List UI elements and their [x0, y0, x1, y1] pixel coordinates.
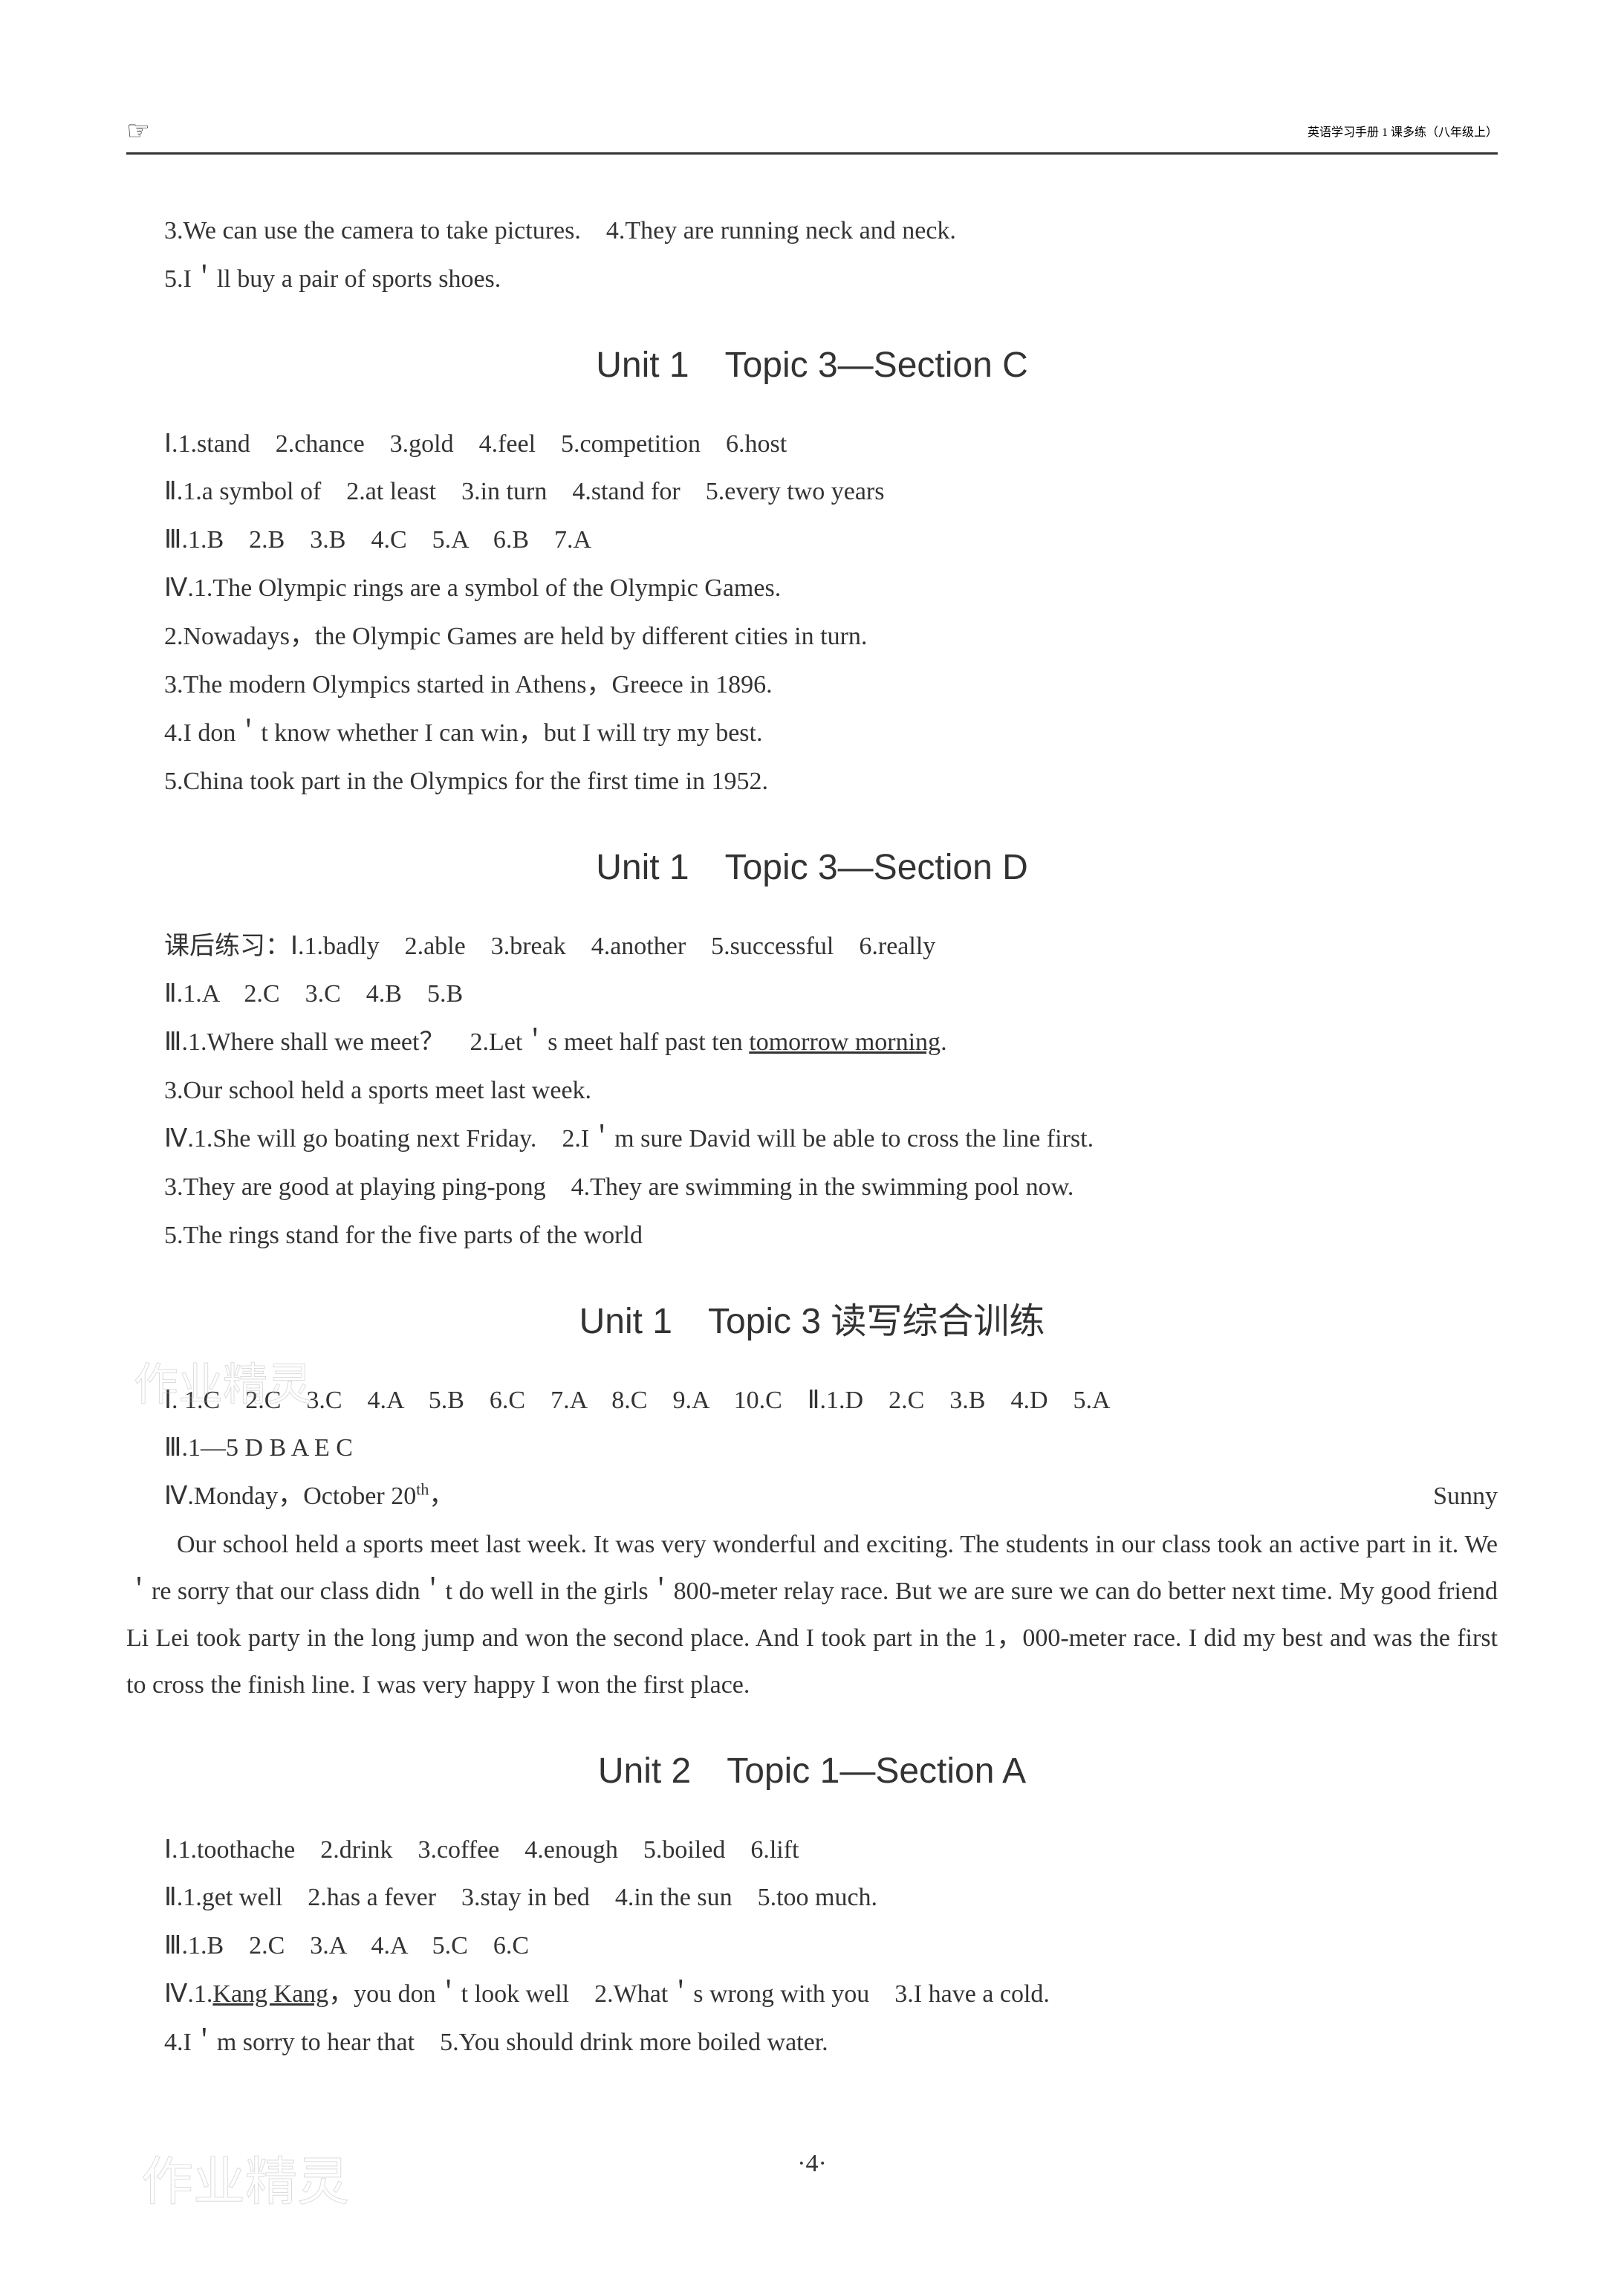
weather-right: Sunny [1395, 1474, 1498, 1520]
answer-line: 5.China took part in the Olympics for th… [126, 759, 1498, 805]
text-span: ，you don＇t look well 2.What＇s wrong with… [328, 1980, 1050, 2008]
date-line: Ⅳ.Monday，October 20th， Sunny [126, 1474, 1498, 1520]
answer-line: Ⅳ.1.Kang Kang，you don＇t look well 2.What… [126, 1971, 1498, 2018]
intro-line: 3.We can use the camera to take pictures… [126, 208, 1498, 255]
section-title: Unit 1 Topic 3—Section D [126, 835, 1498, 901]
answer-line: 4.I＇m sorry to hear that 5.You should dr… [126, 2020, 1498, 2067]
ordinal-sup: th [416, 1480, 429, 1499]
section-title: Unit 2 Topic 1—Section A [126, 1739, 1498, 1805]
answer-line: 3.The modern Olympics started in Athens，… [126, 662, 1498, 709]
answer-line: Ⅰ.1.toothache 2.drink 3.coffee 4.enough … [126, 1827, 1498, 1874]
answer-line: Ⅰ. 1.C 2.C 3.C 4.A 5.B 6.C 7.A 8.C 9.A 1… [126, 1378, 1498, 1424]
section-title: Unit 1 Topic 3 读写综合训练 [126, 1289, 1498, 1355]
text-span: Ⅲ.1.Where shall we meet？ 2.Let＇s meet ha… [164, 1028, 749, 1056]
page-header-title: 英语学习手册 1 课多练（八年级上） [1308, 122, 1498, 140]
answer-line: Ⅲ.1.Where shall we meet？ 2.Let＇s meet ha… [126, 1020, 1498, 1066]
underlined-text: tomorrow morning [749, 1028, 941, 1056]
date-left: Ⅳ.Monday，October 20th， [126, 1474, 454, 1520]
answer-line: 4.I don＇t know whether I can win，but I w… [126, 710, 1498, 757]
underlined-text: Kang Kang [212, 1980, 328, 2008]
answer-line: Ⅳ.1.The Olympic rings are a symbol of th… [126, 565, 1498, 612]
answer-line: Ⅱ.1.A 2.C 3.C 4.B 5.B [126, 971, 1498, 1018]
answer-line: Ⅲ.1—5 D B A E C [126, 1425, 1498, 1472]
answer-line: 课后练习：Ⅰ.1.badly 2.able 3.break 4.another … [126, 924, 1498, 970]
answer-line: Ⅱ.1.a symbol of 2.at least 3.in turn 4.s… [126, 469, 1498, 516]
answer-line: 5.The rings stand for the five parts of … [126, 1213, 1498, 1260]
answer-line: Ⅰ.1.stand 2.chance 3.gold 4.feel 5.compe… [126, 421, 1498, 468]
answer-line: Ⅳ.1.She will go boating next Friday. 2.I… [126, 1116, 1498, 1163]
answer-line: Ⅲ.1.B 2.C 3.A 4.A 5.C 6.C [126, 1923, 1498, 1970]
answer-line: 3.They are good at playing ping-pong 4.T… [126, 1164, 1498, 1211]
answer-line: Ⅱ.1.get well 2.has a fever 3.stay in bed… [126, 1875, 1498, 1922]
page-number: ·4· [0, 2150, 1624, 2178]
text-span: . [941, 1028, 947, 1056]
text-span: Ⅳ.1. [164, 1980, 212, 2008]
section-title: Unit 1 Topic 3—Section C [126, 333, 1498, 399]
essay-paragraph: Our school held a sports meet last week.… [126, 1522, 1498, 1709]
answer-line: 3.Our school held a sports meet last wee… [126, 1068, 1498, 1115]
answer-line: 2.Nowadays，the Olympic Games are held by… [126, 614, 1498, 661]
pointing-hand-icon: ☞ [126, 115, 150, 146]
main-content: 3.We can use the camera to take pictures… [126, 208, 1498, 2067]
intro-line: 5.I＇ll buy a pair of sports shoes. [126, 256, 1498, 303]
answer-line: Ⅲ.1.B 2.B 3.B 4.C 5.A 6.B 7.A [126, 517, 1498, 564]
